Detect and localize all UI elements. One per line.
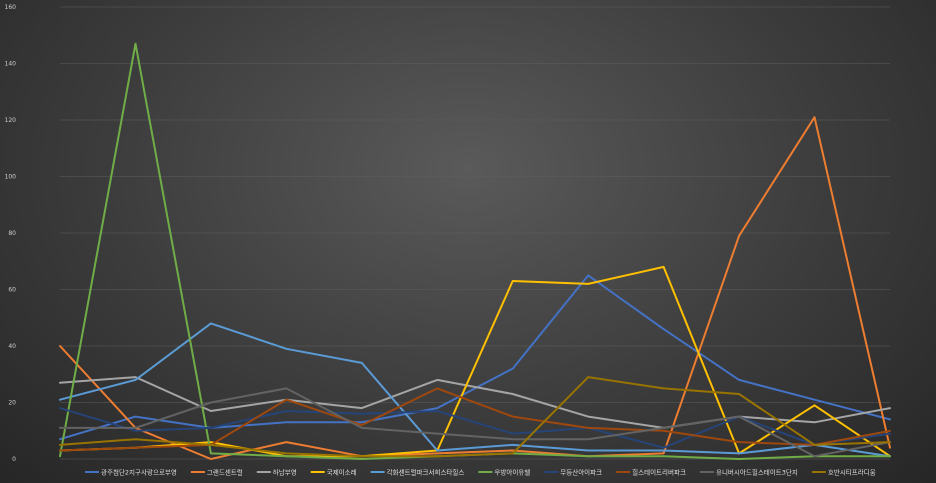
series-line-7 (59, 407, 891, 449)
series-line-6 (59, 42, 891, 460)
y-tick-label: 20 (8, 400, 16, 407)
legend-entry-8: 힐스테이트리버파크 (632, 467, 686, 476)
series-line-1 (59, 274, 891, 441)
gridlines (60, 6, 890, 460)
legend-entry-1: 광주첨단2지구사랑으로부영 (101, 467, 177, 476)
legend-entry-7: 무등산아이파크 (560, 467, 602, 476)
series-line-8 (59, 387, 891, 452)
y-tick-label: 40 (8, 343, 16, 350)
y-tick-label: 160 (5, 4, 17, 11)
series-line-9 (59, 387, 891, 458)
y-tick-label: 140 (5, 61, 17, 68)
y-tick-label: 80 (8, 230, 16, 237)
legend-entry-4: 국제이소레 (327, 467, 357, 476)
series-lines (59, 42, 891, 460)
y-tick-label: 0 (12, 456, 16, 463)
series-line-3 (59, 376, 891, 429)
legend: 광주첨단2지구사랑으로부영 그랜드센트럴 하남부영 국제이소레 각화센트럴파크서희스타힐… (85, 467, 876, 476)
legend-entry-10: 호반시티프라디움 (828, 467, 876, 476)
legend-entry-6: 우방아이유쉘 (494, 467, 530, 476)
y-tick-label: 120 (5, 117, 17, 124)
series-line-5 (59, 322, 891, 458)
series-line-10 (59, 376, 891, 458)
y-tick-label: 100 (5, 174, 17, 181)
legend-entry-9: 유니버시아드힐스테이트3단지 (716, 467, 798, 476)
legend-entry-2: 그랜드센트럴 (207, 467, 243, 476)
series-line-4 (59, 265, 891, 458)
y-tick-label: 60 (8, 287, 16, 294)
legend-entry-5: 각화센트럴파크서희스타힐스 (387, 467, 465, 476)
y-axis-tick-labels: 0 20 40 60 80 100 120 140 160 (5, 4, 17, 463)
series-line-2 (59, 116, 891, 460)
legend-entry-3: 하남부영 (273, 467, 297, 476)
